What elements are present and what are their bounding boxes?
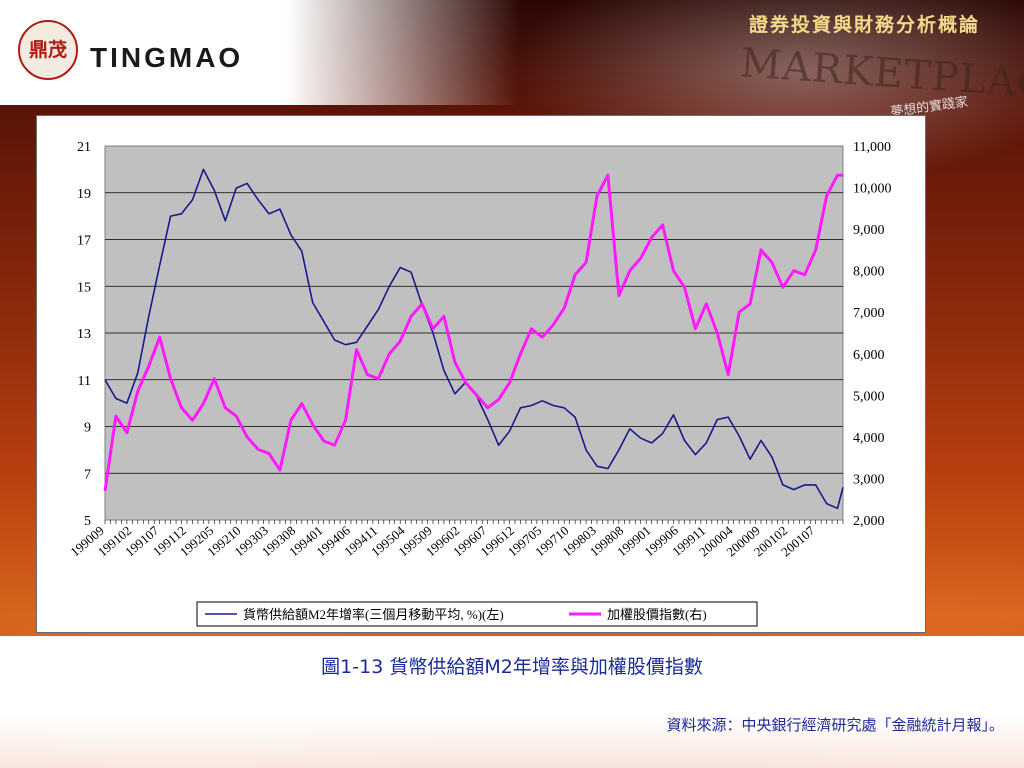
series-line-taiex xyxy=(103,173,843,492)
legend-label-m2: 貨幣供給額M2年增率(三個月移動平均, %)(左) xyxy=(243,607,504,622)
y-left-tick-label: 9 xyxy=(84,421,91,436)
logo: 鼎茂 TINGMAO xyxy=(18,14,268,84)
background-marketplace-text: MARKETPLACE xyxy=(738,40,1024,110)
y-right-tick-label: 10,000 xyxy=(853,182,892,197)
y-left-tick-label: 5 xyxy=(84,514,91,529)
y-right-tick-label: 5,000 xyxy=(853,389,885,404)
y-left-tick-label: 21 xyxy=(77,140,91,155)
legend-label-taiex: 加權股價指數(右) xyxy=(607,607,707,622)
logo-seal-text: 鼎茂 xyxy=(28,38,67,61)
y-left-tick-label: 15 xyxy=(77,280,91,295)
y-right-tick-label: 3,000 xyxy=(853,472,885,487)
y-right-tick-label: 11,000 xyxy=(853,140,891,155)
source-note: 資料來源：中央銀行經濟研究處「金融統計月報」。 xyxy=(666,716,1004,734)
y-left-tick-label: 13 xyxy=(77,327,91,342)
logo-seal-icon: 鼎茂 xyxy=(18,20,78,80)
y-right-tick-label: 9,000 xyxy=(853,223,885,238)
header-title: 證券投資與財務分析概論 xyxy=(748,14,980,36)
y-right-tick-label: 7,000 xyxy=(853,306,885,321)
y-right-tick-label: 6,000 xyxy=(853,348,885,363)
y-right-tick-label: 4,000 xyxy=(853,431,885,446)
caption-band xyxy=(0,636,1024,768)
y-left-tick-label: 7 xyxy=(84,467,91,482)
y-left-tick-label: 11 xyxy=(78,374,91,389)
logo-text: TINGMAO xyxy=(90,42,244,73)
y-left-tick-label: 17 xyxy=(77,234,91,249)
legend-box xyxy=(196,601,758,627)
chart-svg: 5 7 9 11 13 15 17 19 21 2,000 3,000 4,000 5,000 6,000… xyxy=(67,140,892,627)
logo-band xyxy=(0,0,520,105)
y-right-tick-label: 8,000 xyxy=(853,265,885,280)
figure-caption: 圖1-13 貨幣供給額M2年增率與加權股價指數 xyxy=(321,656,703,678)
y-right-tick-label: 2,000 xyxy=(853,514,885,529)
y-left-tick-label: 19 xyxy=(77,187,91,202)
chart-panel: 5 7 9 11 13 15 17 19 21 2,000 3,000 4,000 5,000 6,000… xyxy=(36,115,926,633)
